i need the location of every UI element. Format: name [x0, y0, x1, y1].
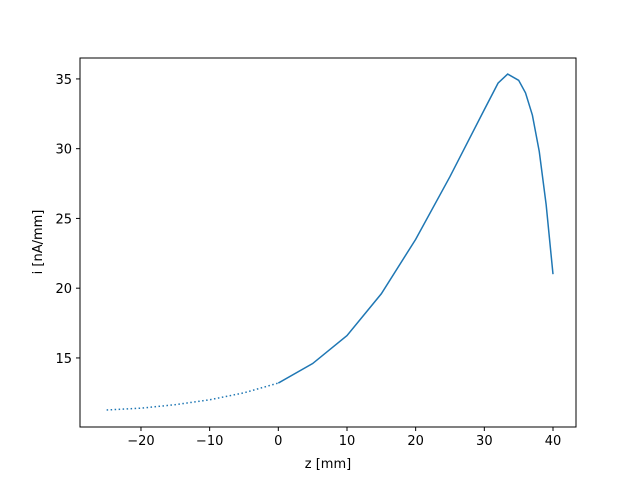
- x-tick-label: 20: [407, 434, 424, 449]
- y-tick-label: 30: [55, 143, 72, 158]
- plot-frame: [79, 57, 577, 428]
- line-series: [106, 382, 279, 411]
- line-series: [277, 73, 554, 384]
- x-tick-label: −20: [127, 434, 154, 449]
- x-tick-label: −10: [196, 434, 223, 449]
- y-tick-label: 35: [55, 73, 72, 88]
- y-tick-label: 15: [55, 352, 72, 367]
- y-tick-label: 25: [55, 212, 72, 227]
- x-axis-label: z [mm]: [305, 457, 351, 472]
- x-tick-label: 10: [339, 434, 356, 449]
- x-tick-label: 30: [476, 434, 493, 449]
- x-tick-label: 40: [545, 434, 562, 449]
- y-axis-label: i [nA/mm]: [31, 210, 46, 275]
- x-tick-label: 0: [274, 434, 282, 449]
- y-tick-label: 20: [55, 282, 72, 297]
